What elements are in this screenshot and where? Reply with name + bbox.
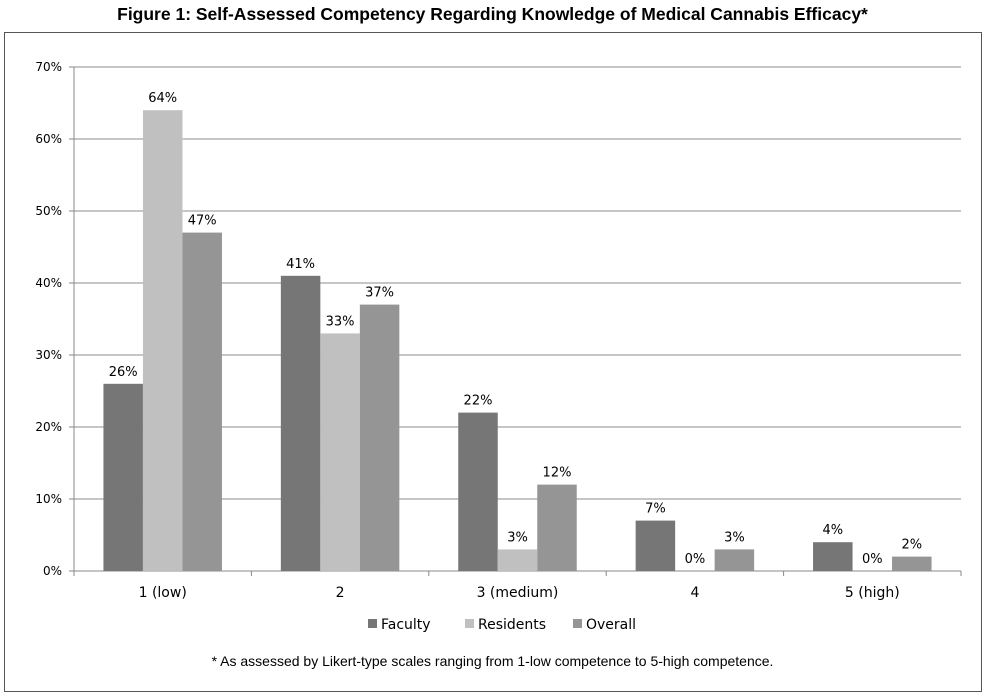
bar-overall [892,556,932,571]
data-label: 33% [326,314,355,329]
bar-faculty [813,542,853,571]
bar-residents [142,110,183,571]
legend-swatch-overall [573,619,582,628]
legend-label-residents: Residents [478,617,546,633]
data-label: 64% [148,91,177,106]
bar-overall [359,304,400,571]
x-tick-label: 1 (low) [139,585,187,601]
data-label: 2% [901,538,922,553]
bar-faculty [458,412,498,571]
data-label: 22% [464,394,493,409]
legend-label-faculty: Faculty [381,617,431,633]
data-label: 3% [507,530,528,545]
bar-overall [537,484,577,571]
x-tick-label: 3 (medium) [477,585,559,601]
data-label: 7% [645,502,666,517]
legend-label-overall: Overall [586,617,636,633]
bar-residents [497,549,538,571]
y-tick-label: 10% [35,492,62,506]
bar-residents [320,333,360,571]
data-label: 3% [724,530,745,545]
data-label: 12% [543,466,572,481]
y-tick-label: 40% [35,276,62,290]
bar-faculty [635,520,676,571]
y-tick-label: 0% [43,564,62,578]
data-label: 47% [188,214,217,229]
data-label: 0% [685,552,706,567]
y-tick-label: 20% [35,420,62,434]
bar-faculty [103,383,143,571]
y-tick-label: 50% [35,204,62,218]
y-tick-label: 70% [35,60,62,74]
chart-frame [4,32,982,692]
chart-title: Figure 1: Self-Assessed Competency Regar… [117,4,868,24]
chart-footnote: * As assessed by Likert-type scales rang… [211,653,774,669]
bar-faculty [280,275,321,571]
legend-swatch-faculty [368,619,377,628]
data-label: 26% [109,365,138,380]
x-tick-label: 2 [336,585,345,601]
legend-swatch-residents [465,619,474,628]
bar-overall [714,549,755,571]
data-label: 0% [862,552,883,567]
data-label: 4% [822,523,843,538]
x-tick-label: 5 (high) [845,585,900,601]
data-label: 37% [365,286,394,301]
data-label: 41% [286,257,315,272]
bar-overall [182,232,222,571]
y-tick-label: 30% [35,348,62,362]
x-tick-label: 4 [690,585,699,601]
y-tick-label: 60% [35,132,62,146]
